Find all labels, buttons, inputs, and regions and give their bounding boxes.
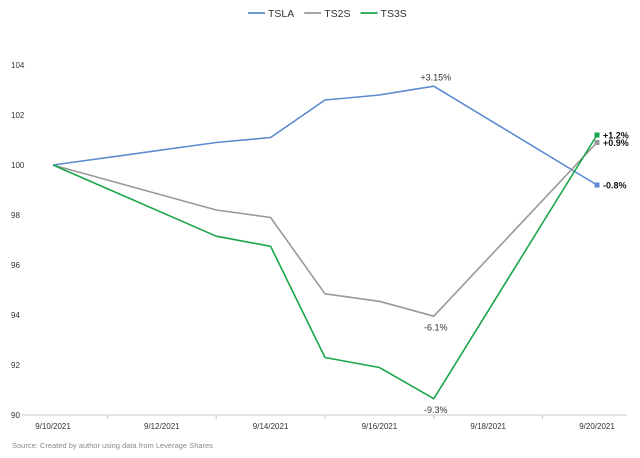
annotation-label: -9.3% bbox=[424, 405, 448, 415]
annotation-label: -6.1% bbox=[424, 322, 448, 332]
x-tick-label: 9/12/2021 bbox=[144, 422, 180, 431]
end-marker-tsla bbox=[594, 182, 600, 188]
source-note: Source: Created by author using data fro… bbox=[12, 441, 213, 450]
y-tick-label: 100 bbox=[11, 161, 25, 170]
y-tick-label: 92 bbox=[11, 361, 20, 370]
end-label-tsla: -0.8% bbox=[603, 181, 627, 191]
x-tick-label: 9/20/2021 bbox=[579, 422, 615, 431]
x-tick-label: 9/16/2021 bbox=[362, 422, 398, 431]
legend: TSLA TS2S TS3S bbox=[248, 8, 407, 20]
series-line-tsla bbox=[52, 85, 598, 186]
x-axis: 9/10/2021 9/12/2021 9/14/2021 9/16/2021 9/18… bbox=[22, 414, 627, 431]
y-tick-label: 98 bbox=[11, 211, 20, 220]
annotations: +3.15% -6.1% -9.3% bbox=[420, 72, 451, 415]
end-label-ts2s: +0.9% bbox=[603, 138, 629, 148]
series-line-ts2s bbox=[52, 141, 598, 318]
x-tick-label: 9/14/2021 bbox=[253, 422, 289, 431]
end-label-ts3s: +1.2% bbox=[603, 131, 629, 141]
series-line-ts3s bbox=[52, 134, 598, 400]
y-tick-label: 104 bbox=[11, 61, 25, 70]
y-tick-label: 96 bbox=[11, 261, 20, 270]
end-labels: +1.2%+0.9% -0.8% bbox=[594, 131, 629, 191]
legend-item-ts2s: TS2S bbox=[304, 8, 351, 20]
legend-label: TS2S bbox=[324, 8, 350, 20]
y-tick-label: 90 bbox=[11, 411, 20, 420]
y-tick-label: 94 bbox=[11, 311, 20, 320]
legend-label: TSLA bbox=[268, 8, 294, 20]
legend-label: TS3S bbox=[381, 8, 407, 20]
legend-item-ts3s: TS3S bbox=[360, 8, 407, 20]
series-group bbox=[52, 85, 598, 400]
y-axis: 90 92 94 96 98 100 102 104 bbox=[11, 61, 25, 420]
annotation-label: +3.15% bbox=[420, 72, 451, 82]
y-tick-label: 102 bbox=[11, 111, 25, 120]
x-tick-label: 9/18/2021 bbox=[470, 422, 506, 431]
end-marker-ts3s bbox=[594, 132, 600, 138]
legend-item-tsla: TSLA bbox=[248, 8, 294, 20]
x-tick-label: 9/10/2021 bbox=[35, 422, 71, 431]
end-marker-ts2s bbox=[594, 140, 600, 145]
